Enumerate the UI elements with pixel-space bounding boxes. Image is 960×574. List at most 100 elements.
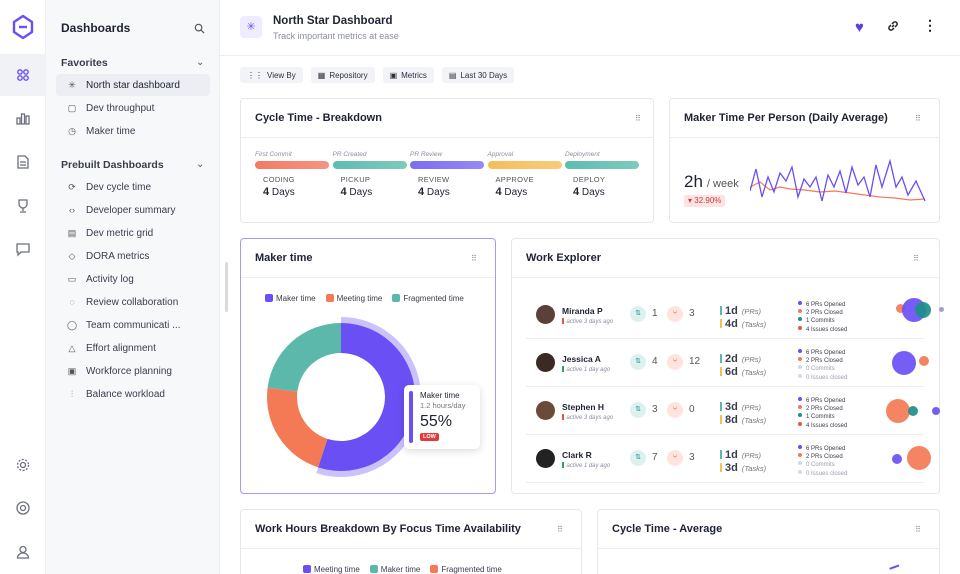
sidebar-scrollbar[interactable] xyxy=(225,262,228,312)
repository-icon: ▦ xyxy=(317,70,326,80)
slice-meeting-time xyxy=(267,387,328,468)
drag-handle-icon[interactable]: ⠿ xyxy=(915,114,921,123)
sidebar-item[interactable]: ◌ Review collaboration xyxy=(56,291,210,313)
sidebar-item-label: DORA metrics xyxy=(86,250,150,262)
stage-deploy[interactable]: Deployment DEPLOY 4 Days xyxy=(565,151,639,198)
sidebar-item[interactable]: ⟳ Dev cycle time xyxy=(56,176,210,198)
page-header: ✳ North Star Dashboard Track important m… xyxy=(220,0,960,56)
favorite-heart-icon[interactable]: ♥ xyxy=(855,19,864,36)
stage-approve[interactable]: Approval APPROVE 4 Days xyxy=(487,151,562,198)
legend-item[interactable]: Meeting time xyxy=(303,565,360,574)
stage-pickup[interactable]: PR Created PICKUP 4 Days xyxy=(332,151,407,198)
sidebar-item-icon: ⟳ xyxy=(68,181,76,192)
rail-chart-icon[interactable] xyxy=(15,110,31,126)
legend-item[interactable]: Fragmented time xyxy=(430,565,502,574)
rail-document-icon[interactable] xyxy=(15,154,31,170)
filter-repository[interactable]: ▦ Repository xyxy=(310,67,375,83)
calendar-icon: ▤ xyxy=(448,70,457,80)
stage-bar xyxy=(487,161,562,169)
sidebar-title: Dashboards xyxy=(61,21,131,35)
drag-handle-icon[interactable]: ⠿ xyxy=(635,114,641,123)
maker-time-card: Maker time ⠿ Maker time Meeting time Fra… xyxy=(240,238,496,494)
card-title: Maker time xyxy=(255,252,313,264)
sidebar-item[interactable]: △ Effort alignment xyxy=(56,337,210,359)
sidebar-item-icon: ▭ xyxy=(67,273,77,284)
slice-fragmented-time xyxy=(267,323,341,392)
card-title: Cycle Time - Average xyxy=(612,523,723,535)
issue-summary: 6 PRs Opened 2 PRs Closed 0 Commits 0 Issue… xyxy=(798,445,847,478)
drag-handle-icon[interactable]: ⠿ xyxy=(915,525,921,534)
sidebar-item[interactable]: ▢ Dev throughput xyxy=(56,97,210,119)
pr-icon: ⇅ xyxy=(630,306,646,322)
prebuilt-heading[interactable]: Prebuilt Dashboards xyxy=(61,159,164,171)
filter-metrics[interactable]: ▣ Metrics xyxy=(382,67,434,83)
divider xyxy=(512,277,939,278)
filter-date-range[interactable]: ▤ Last 30 Days xyxy=(441,67,515,83)
card-title: Maker Time Per Person (Daily Average) xyxy=(684,112,888,124)
avatar[interactable] xyxy=(536,449,555,468)
legend-item[interactable]: Maker time xyxy=(265,294,316,303)
stage-bar xyxy=(255,161,329,169)
sidebar-item[interactable]: ◯ Team communicati ... xyxy=(56,314,210,336)
sidebar-item[interactable]: ‹› Developer summary xyxy=(56,199,210,221)
sidebar-item[interactable]: ◷ Maker time xyxy=(56,120,210,142)
legend-item[interactable]: Fragmented time xyxy=(392,294,464,303)
sidebar: Dashboards Favorites ⌄ ✳ North star dashb… xyxy=(46,0,220,574)
rail-settings-icon[interactable] xyxy=(15,457,31,473)
issue-summary: 6 PRs Opened 2 PRs Closed 1 Commits 4 Issue… xyxy=(798,301,847,334)
sidebar-item-label: Developer summary xyxy=(86,204,176,216)
search-icon[interactable] xyxy=(194,23,205,37)
stage-coding[interactable]: First Commit CODING 4 Days xyxy=(255,151,329,198)
sidebar-item[interactable]: ✳ North star dashboard xyxy=(56,74,210,96)
slice-maker-time xyxy=(318,323,415,471)
sidebar-item[interactable]: ▭ Activity log xyxy=(56,268,210,290)
sidebar-item[interactable]: ▣ Workforce planning xyxy=(56,360,210,382)
rail-dashboards-icon[interactable] xyxy=(15,67,31,83)
filter-bar: ⋮⋮ View By ▦ Repository ▣ Metrics ▤ Last 30 … xyxy=(240,67,515,83)
bubble-mark xyxy=(886,399,910,423)
bubble-mark xyxy=(919,356,929,366)
rail-help-icon[interactable] xyxy=(15,500,31,516)
drag-handle-icon[interactable]: ⠿ xyxy=(913,254,919,263)
legend-item[interactable]: Maker time xyxy=(369,565,420,574)
bubble-mark xyxy=(907,446,931,470)
favorites-heading[interactable]: Favorites xyxy=(61,57,108,69)
bubble-mark xyxy=(932,407,940,415)
sidebar-item-label: Balance workload xyxy=(86,388,165,400)
sidebar-item[interactable]: ◇ DORA metrics xyxy=(56,245,210,267)
sidebar-item-label: Dev throughput xyxy=(86,102,155,114)
avatar[interactable] xyxy=(536,353,555,372)
legend-item[interactable]: Meeting time xyxy=(325,294,382,303)
link-icon[interactable] xyxy=(886,19,900,36)
avatar[interactable] xyxy=(536,401,555,420)
divider xyxy=(241,548,581,549)
rail-chat-icon[interactable] xyxy=(15,241,31,257)
sidebar-item-icon: ✳ xyxy=(68,79,76,90)
chevron-down-icon[interactable]: ⌄ xyxy=(196,57,205,68)
drag-handle-icon[interactable]: ⠿ xyxy=(557,525,563,534)
view-by-icon: ⋮⋮ xyxy=(247,70,263,80)
rail-user-icon[interactable] xyxy=(15,544,31,560)
chevron-down-icon[interactable]: ⌄ xyxy=(196,159,205,170)
rail-trophy-icon[interactable] xyxy=(15,198,31,214)
card-title: Work Explorer xyxy=(526,252,601,264)
rail-active-highlight xyxy=(0,54,46,96)
maker-donut-chart[interactable] xyxy=(261,317,421,477)
filter-view-by[interactable]: ⋮⋮ View By xyxy=(240,67,303,83)
stage-review[interactable]: PR Review REVIEW 4 Days xyxy=(410,151,484,198)
review-icon: ⑂ xyxy=(667,402,683,418)
sidebar-item[interactable]: ⫶ Balance workload xyxy=(56,383,210,405)
avatar[interactable] xyxy=(536,305,555,324)
sidebar-item-label: North star dashboard xyxy=(86,79,180,91)
maker-time-per-person-card: Maker Time Per Person (Daily Average) ⠿ … xyxy=(669,98,940,223)
sidebar-item[interactable]: ▤ Dev metric grid xyxy=(56,222,210,244)
drag-handle-icon[interactable]: ⠿ xyxy=(471,254,477,263)
page-subtitle: Track important metrics at ease xyxy=(273,31,399,41)
more-options-icon[interactable]: ⋮ xyxy=(923,17,937,33)
logo-icon[interactable] xyxy=(11,14,35,40)
pr-icon: ⇅ xyxy=(630,402,646,418)
